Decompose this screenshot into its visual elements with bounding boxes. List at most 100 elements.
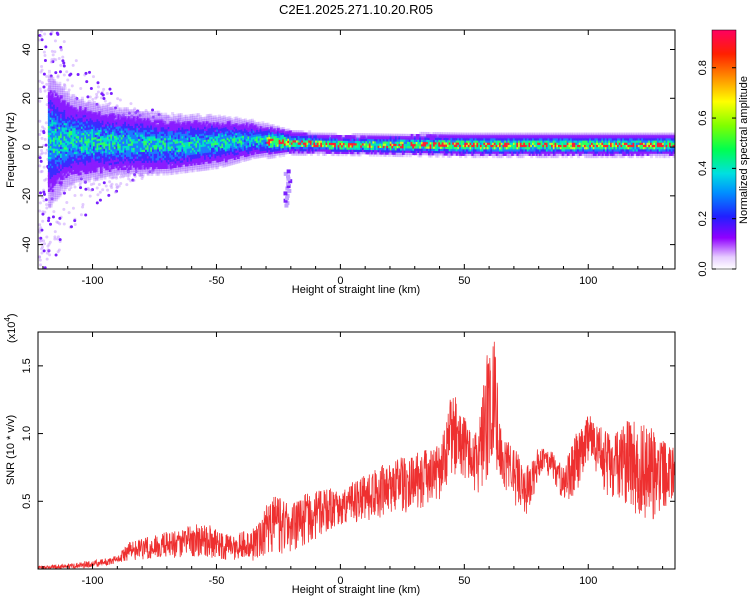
- spectrogram-cell: [260, 153, 264, 157]
- spectrogram-cell: [93, 166, 97, 171]
- spectrogram-cell: [119, 107, 123, 112]
- spectrogram-cell: [108, 115, 112, 120]
- spectrogram-cell: [271, 152, 275, 157]
- spectrogram-cell: [113, 127, 117, 132]
- spectrogram-cell: [256, 135, 260, 139]
- spectrogram-cell: [238, 122, 242, 126]
- spectrogram-cell: [119, 144, 123, 149]
- spectrogram-cell: [148, 115, 152, 119]
- spectrogram-cell: [47, 188, 51, 193]
- spectrogram-cell: [80, 107, 84, 112]
- spectrogram-cell: [115, 112, 119, 116]
- spectrogram-cell: [315, 150, 319, 154]
- spectrogram-cell: [171, 140, 175, 145]
- spectrogram-cell: [93, 114, 97, 118]
- spectrogram-cell: [115, 131, 119, 136]
- spectrogram-cell: [266, 155, 270, 160]
- spectrogram-cell: [141, 168, 145, 172]
- spectrogram-cell: [82, 144, 86, 149]
- spectrogram-cell: [131, 164, 135, 168]
- spectrogram-cell: [212, 161, 216, 166]
- spectrogram-cell: [86, 113, 90, 117]
- spectrogram-cell: [117, 133, 121, 138]
- spectrogram-cell: [98, 132, 102, 137]
- spectrogram-cell: [110, 115, 114, 119]
- spectrogram-cell: [164, 125, 168, 130]
- spectrogram-cell: [327, 132, 331, 137]
- spectrogram-cell: [195, 168, 199, 172]
- spectrogram-cell: [75, 130, 79, 135]
- spectrogram-cell: [280, 136, 284, 140]
- spectrogram-cell: [150, 121, 154, 126]
- spectrogram-cell: [204, 151, 208, 156]
- spectrogram-cell: [153, 123, 157, 128]
- spectrogram-cell: [51, 140, 55, 145]
- spectrogram-cell: [184, 125, 188, 130]
- spectrogram-cell: [323, 139, 327, 143]
- spectrogram-cell: [65, 113, 69, 117]
- spectrogram-cell: [101, 154, 105, 158]
- spectrogram-cell: [87, 123, 91, 128]
- spectrogram-cell: [271, 132, 275, 137]
- spectrogram-cell: [66, 183, 70, 188]
- spectrogram-cell: [120, 155, 124, 160]
- spectrogram-cell: [275, 132, 279, 136]
- spectrogram-cell: [108, 180, 112, 184]
- spectrogram-cell: [56, 121, 60, 125]
- spectrogram-cell: [79, 165, 83, 169]
- spectrogram-cell: [127, 148, 131, 153]
- spectrogram-cell: [53, 197, 57, 202]
- spectrogram-cell: [58, 81, 62, 86]
- spectrogram-cell: [132, 164, 136, 168]
- spectrogram-cell: [112, 167, 116, 172]
- spectrogram-cell: [152, 163, 156, 168]
- spectrogram-cell: [53, 138, 57, 142]
- spectrogram-cell: [261, 154, 265, 158]
- spectrogram-cell: [148, 170, 152, 174]
- spectrogram-cell: [109, 92, 113, 96]
- spectrogram-cell: [290, 138, 294, 143]
- spectrogram-cell: [78, 183, 82, 187]
- spectrogram-cell: [82, 109, 86, 114]
- spectrogram-cell: [273, 148, 277, 152]
- spectrogram-cell: [129, 124, 133, 129]
- spectrogram-cell: [84, 131, 88, 135]
- spectrogram-cell: [183, 132, 187, 137]
- spectrogram-cell: [212, 163, 216, 168]
- spectrogram-cell: [53, 230, 57, 234]
- spectrogram-cell: [115, 134, 119, 138]
- spectrogram-cell: [160, 154, 164, 159]
- spectrogram-cell: [322, 141, 326, 146]
- spectrogram-cell: [51, 105, 55, 109]
- spectrogram-cell: [139, 172, 143, 177]
- spectrogram-cell: [141, 159, 145, 164]
- spectrogram-cell: [162, 152, 166, 156]
- spectrogram-cell: [84, 137, 88, 142]
- spectrogram-cell: [73, 141, 77, 146]
- spectrogram-cell: [165, 152, 169, 156]
- spectrogram-cell: [103, 142, 107, 147]
- spectrogram-cell: [139, 146, 143, 150]
- spectrogram-cell: [115, 185, 119, 189]
- spectrogram-cell: [53, 125, 57, 129]
- spectrogram-cell: [328, 137, 332, 141]
- spectrogram-cell: [205, 114, 209, 118]
- spectrogram-cell: [167, 167, 171, 171]
- spectrogram-cell: [49, 118, 53, 122]
- spectrogram-cell: [89, 123, 93, 128]
- spectrogram-cell: [77, 103, 81, 108]
- spectrogram-cell: [134, 115, 138, 120]
- spectrogram-cell: [105, 151, 109, 156]
- spectrogram-cell: [82, 149, 86, 153]
- spectrogram-cell: [72, 166, 76, 170]
- spectrogram-cell: [47, 115, 51, 120]
- spectrogram-cell: [282, 140, 286, 144]
- spectrogram-cell: [169, 129, 173, 134]
- spectrogram-cell: [77, 101, 81, 106]
- spectrogram-cell: [174, 157, 178, 162]
- spectrogram-cell: [240, 139, 244, 143]
- spectrogram-cell: [230, 161, 234, 166]
- spectrogram-cell: [141, 172, 145, 177]
- spectrogram-cell: [39, 70, 43, 74]
- spectrogram-cell: [162, 171, 166, 176]
